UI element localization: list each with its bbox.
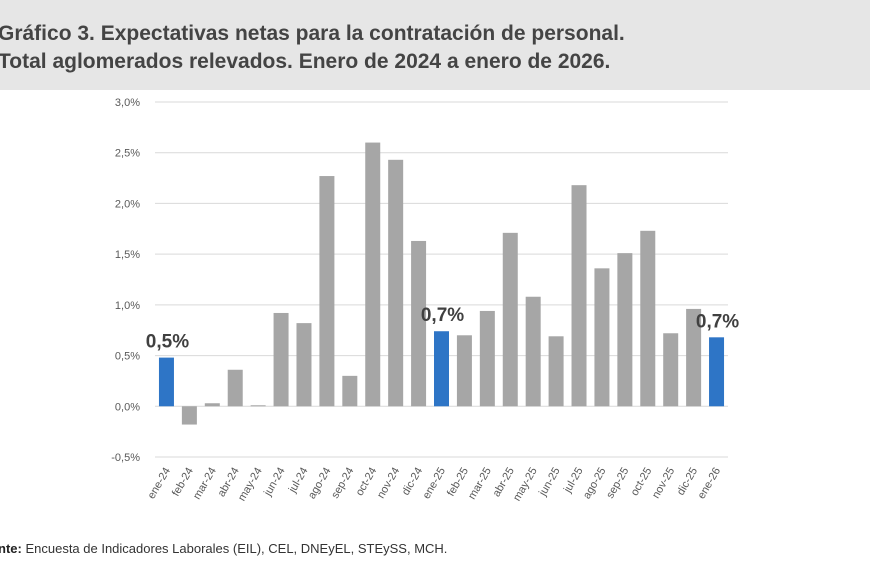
bar-dic-25 [686, 308, 702, 407]
y-tick-label: -0,5% [111, 452, 140, 464]
bar-ene-26 [709, 337, 725, 407]
y-tick-label: 3,0% [115, 97, 140, 109]
x-tick-label: sep-25 [604, 466, 631, 501]
bar-oct-25 [640, 230, 656, 407]
bar-may-24 [250, 405, 266, 407]
x-tick-label: mar-25 [466, 465, 494, 501]
bar-may-25 [525, 296, 541, 407]
header-band: Gráfico 3. Expectativas netas para la co… [0, 0, 870, 90]
x-tick-label: jul-25 [561, 466, 585, 496]
bar-abr-25 [502, 232, 518, 407]
bar-dic-24 [411, 240, 427, 407]
bar-jun-25 [548, 336, 564, 407]
y-tick-label: 0,0% [115, 401, 140, 413]
x-tick-label: ene-25 [421, 466, 449, 502]
bar-ene-24 [158, 357, 174, 407]
data-label: 0,5% [146, 332, 189, 353]
bar-ene-25 [434, 331, 449, 407]
bar-oct-24 [365, 142, 381, 407]
bar-mar-25 [479, 310, 495, 407]
x-tick-label: jun-25 [537, 466, 563, 499]
bar-abr-24 [227, 369, 243, 407]
bar-sep-25 [617, 253, 633, 407]
bar-jun-24 [273, 312, 289, 407]
source-note: nte: Encuesta de Indicadores Laborales (… [0, 541, 447, 556]
x-tick-label: nov-24 [375, 466, 402, 501]
source-text: Encuesta de Indicadores Laborales (EIL),… [21, 541, 448, 556]
bar-sep-24 [342, 375, 358, 407]
bar-ago-24 [319, 176, 335, 407]
x-tick-label: mar-24 [191, 466, 219, 502]
y-tick-label: 2,0% [115, 198, 140, 210]
x-tick-label: sep-24 [329, 466, 356, 501]
bar-jul-25 [571, 185, 587, 407]
chart-title: Gráfico 3. Expectativas netas para la co… [0, 20, 625, 76]
bar-feb-25 [456, 335, 472, 407]
title-line-1: Gráfico 3. Expectativas netas para la co… [0, 22, 625, 45]
bar-ago-25 [594, 268, 610, 407]
x-tick-label: jul-24 [286, 466, 310, 496]
x-tick-label: ene-26 [696, 466, 724, 502]
bar-jul-24 [296, 323, 312, 407]
data-label: 0,7% [421, 305, 464, 326]
y-tick-label: 1,5% [115, 249, 140, 261]
title-line-2: Total aglomerados relevados. Enero de 20… [0, 50, 611, 73]
bar-nov-24 [388, 159, 404, 407]
bar-mar-24 [204, 403, 220, 407]
x-tick-label: jun-24 [261, 466, 287, 499]
x-tick-label: ene-24 [146, 466, 174, 502]
source-label: nte: [0, 541, 22, 556]
y-tick-label: 1,0% [115, 300, 140, 312]
data-label: 0,7% [696, 311, 739, 332]
y-tick-label: 0,5% [115, 351, 140, 363]
bar-feb-24 [181, 406, 197, 425]
y-tick-label: 2,5% [115, 148, 140, 160]
bar-nov-25 [663, 333, 679, 407]
x-tick-label: nov-25 [650, 466, 677, 501]
